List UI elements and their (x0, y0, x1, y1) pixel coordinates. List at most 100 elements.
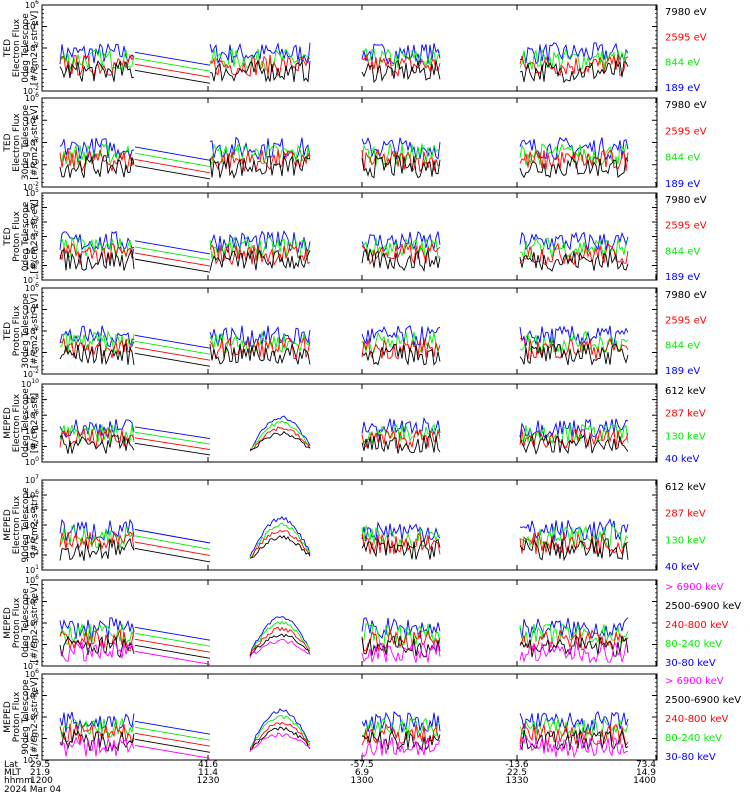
series-trace (361, 629, 441, 653)
series-trace (519, 531, 629, 556)
series-trace (59, 530, 135, 551)
series-trace (249, 529, 311, 559)
series-gap-line (134, 152, 211, 167)
x-tick-mlt: 11.4 (198, 768, 218, 778)
legend-entry: 612 keV (665, 386, 706, 397)
series-trace (519, 325, 629, 347)
series-trace (59, 728, 135, 753)
y-tick-label: 100 (25, 260, 39, 271)
legend-entry: 7980 eV (665, 7, 707, 18)
y-tick-label: 104 (25, 114, 39, 125)
panel-6: MEPEDElectron Flux90deg Telescope[#/cm2-… (3, 474, 706, 575)
x-tick-lat: 29.5 (30, 760, 50, 770)
series-trace (59, 137, 135, 160)
y-tick-label: 100 (25, 159, 39, 170)
x-tick-hhmm: 1300 (351, 776, 374, 786)
series-gap-line (134, 632, 211, 647)
series-trace (519, 434, 629, 456)
x-row-label: hhmm (4, 776, 33, 786)
y-tick-label: 104 (25, 690, 39, 701)
series-gap-line (134, 738, 211, 753)
series-trace (209, 236, 311, 259)
series-trace (209, 155, 311, 179)
y-tick-label: 106 (25, 409, 39, 420)
x-row-label: MLT (4, 768, 22, 778)
legend-entry: > 6900 keV (665, 676, 724, 687)
series-trace (249, 415, 311, 451)
series-trace (361, 736, 441, 758)
series-gap-line (134, 529, 211, 544)
y-axis-label: MEPEDProton Flux0deg Telescope[#/cm2-s-s… (3, 583, 40, 662)
series-gap-line (134, 650, 211, 665)
panel-frame (41, 383, 658, 463)
legend-entry: 30-80 keV (665, 752, 716, 763)
series-trace (519, 143, 629, 166)
series-trace (519, 343, 629, 367)
series-trace (249, 721, 311, 751)
series-gap-line (134, 644, 211, 659)
series-trace (519, 59, 629, 84)
legend-entry: 189 eV (665, 179, 700, 190)
series-trace (249, 516, 311, 557)
legend-entry: 287 keV (665, 409, 706, 420)
series-gap-line (134, 744, 211, 759)
y-axis-label: TEDElectron Flux30deg Telescope[#/cm2-s-… (3, 104, 40, 180)
legend-entry: > 6900 keV (665, 582, 724, 593)
y-tick-label: 100 (25, 347, 39, 358)
x-tick-mlt: 22.5 (507, 768, 527, 778)
x-date-label: 2024 Mar 04 (4, 785, 61, 795)
series-trace (249, 620, 311, 656)
y-tick-label: 106 (25, 489, 39, 500)
x-tick-lat: 73.4 (636, 760, 656, 770)
y-tick-label: 102 (25, 440, 39, 451)
series-trace (361, 537, 441, 560)
series-trace (361, 247, 441, 273)
legend-entry: 2595 eV (665, 221, 707, 232)
series-gap-line (134, 426, 211, 440)
series-trace (59, 711, 135, 734)
series-trace (519, 640, 629, 664)
series-gap-line (134, 51, 211, 66)
series-trace (59, 342, 135, 366)
y-tick-label: 105 (25, 187, 39, 198)
series-gap-line (134, 258, 211, 273)
series-trace (519, 635, 629, 658)
series-trace (59, 537, 135, 561)
legend-entry: 7980 eV (665, 195, 707, 206)
series-trace (249, 633, 311, 656)
legend-entry: 30-80 keV (665, 658, 716, 669)
y-tick-label: 10-1 (23, 274, 39, 285)
y-tick-label: 102 (25, 549, 39, 560)
legend-entry: 189 eV (665, 83, 700, 94)
panel-8: MEPEDProton Flux90deg Telescope[#/cm2-s-… (3, 668, 741, 765)
series-trace (361, 47, 441, 70)
y-tick-label: 10-2 (23, 754, 39, 765)
legend-entry: 2500-6900 keV (665, 601, 741, 612)
series-trace (519, 337, 629, 360)
y-tick-label: 104 (25, 519, 39, 530)
legend-entry: 287 keV (665, 509, 706, 520)
series-trace (519, 734, 629, 759)
y-tick-label: 104 (25, 425, 39, 436)
panel-2: TEDElectron Flux30deg Telescope[#/cm2-s-… (3, 92, 707, 192)
y-tick-label: 104 (25, 304, 39, 315)
series-trace (249, 522, 311, 557)
series-gap-line (134, 340, 211, 355)
series-trace (519, 428, 629, 449)
panel-1: TEDElectron Flux0deg Telescope[#/cm2-s-s… (3, 0, 707, 96)
series-trace (59, 237, 135, 259)
legend-entry: 80-240 keV (665, 733, 722, 744)
x-tick-hhmm: 1330 (506, 776, 529, 786)
series-trace (519, 149, 629, 172)
y-tick-label: 105 (25, 504, 39, 515)
y-tick-label: 106 (25, 282, 39, 293)
series-trace (209, 249, 311, 271)
x-tick-hhmm: 1230 (197, 776, 220, 786)
series-gap-line (134, 431, 211, 445)
y-axis-label: MEPEDElectron Flux90deg Telescope[#/cm2-… (3, 487, 40, 563)
series-trace (361, 54, 441, 78)
legend-entry: 130 keV (665, 535, 706, 546)
y-tick-label: 106 (25, 574, 39, 585)
series-trace (209, 325, 311, 347)
y-tick-label: 103 (25, 216, 39, 227)
